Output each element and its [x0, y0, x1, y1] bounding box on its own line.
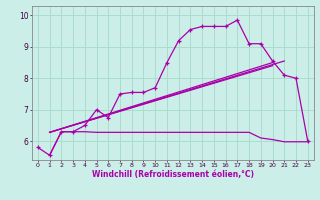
X-axis label: Windchill (Refroidissement éolien,°C): Windchill (Refroidissement éolien,°C)	[92, 170, 254, 179]
